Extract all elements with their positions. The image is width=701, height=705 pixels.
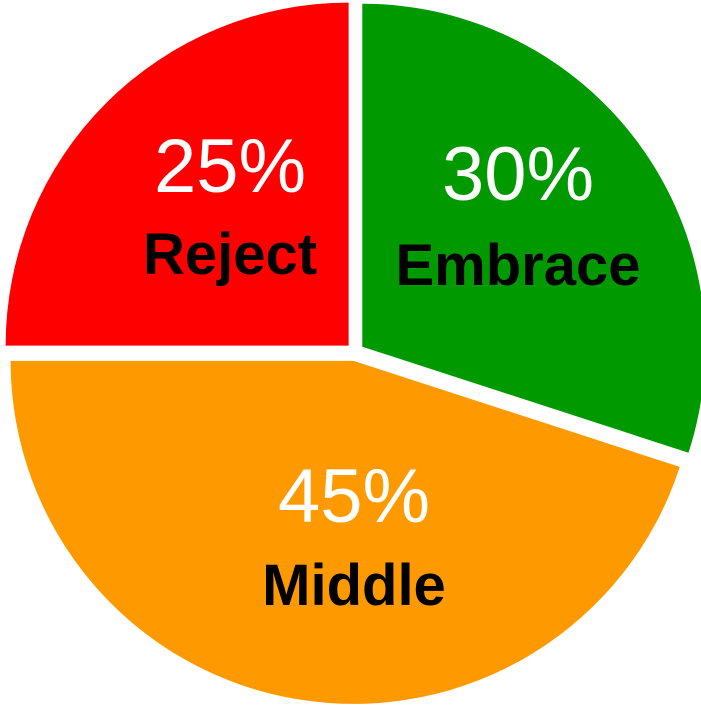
pie-slices bbox=[5, 2, 701, 704]
pie-slice-middle bbox=[10, 360, 680, 704]
reject-category-label: Reject bbox=[143, 222, 317, 287]
pie-slice-reject bbox=[5, 2, 349, 346]
embrace-category-label: Embrace bbox=[395, 233, 640, 298]
embrace-percentage-label: 30% bbox=[442, 132, 594, 217]
middle-percentage-label: 45% bbox=[278, 454, 430, 539]
pie-slice-embrace bbox=[362, 3, 701, 453]
reject-percentage-label: 25% bbox=[154, 124, 306, 209]
middle-category-label: Middle bbox=[262, 553, 446, 618]
